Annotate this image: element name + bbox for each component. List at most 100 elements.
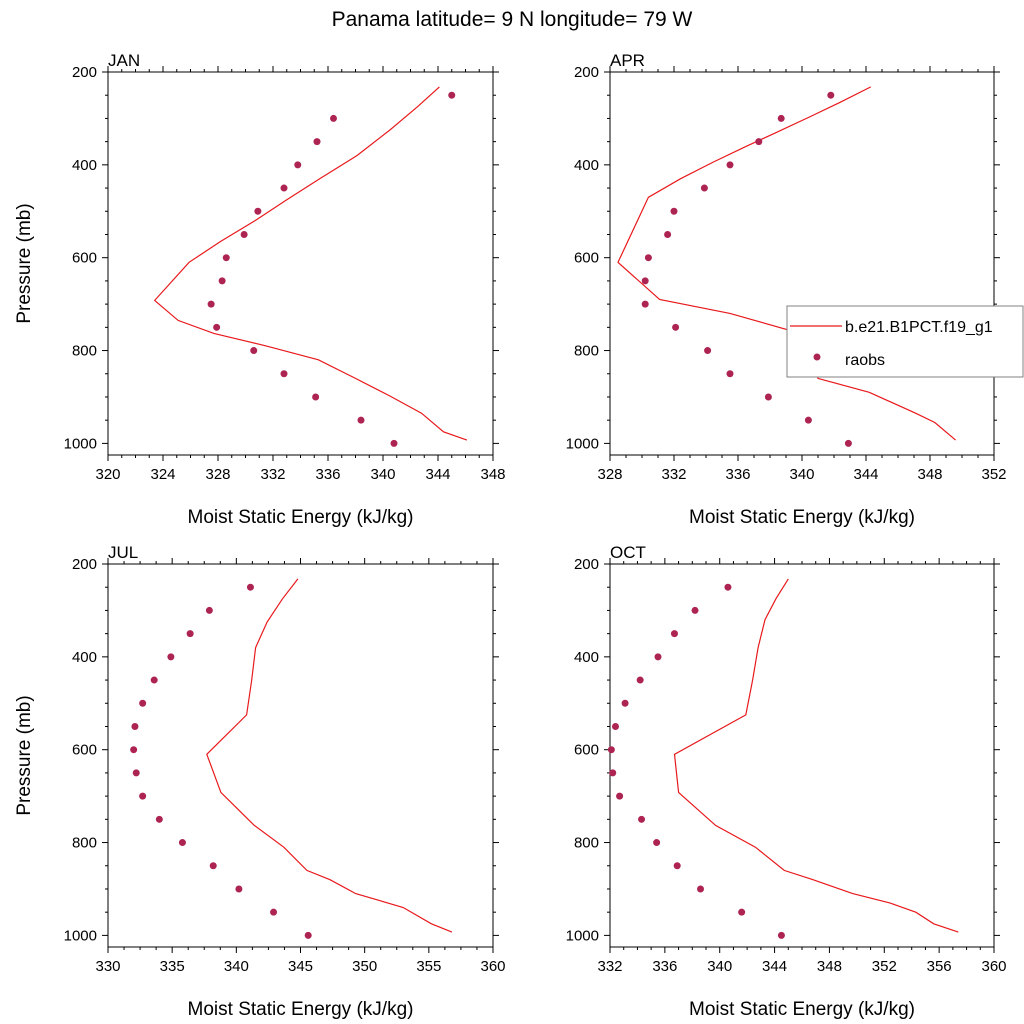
x-tick-label: 348 — [480, 466, 505, 483]
x-tick-label: 328 — [205, 466, 230, 483]
legend-dot-swatch — [813, 353, 821, 361]
panel-label: APR — [610, 51, 645, 70]
raobs-point — [150, 676, 158, 684]
plot-frame — [107, 563, 494, 948]
y-tick-label: 600 — [574, 742, 599, 759]
x-axis-label: Moist Static Energy (kJ/kg) — [188, 507, 414, 528]
x-tick-label: 336 — [315, 466, 340, 483]
x-tick-label: 340 — [370, 466, 395, 483]
raobs-point — [205, 606, 213, 614]
raobs-point — [167, 653, 175, 661]
y-axis-label: Pressure (mb) — [14, 695, 35, 815]
raobs-point — [636, 676, 644, 684]
x-tick-label: 332 — [661, 466, 686, 483]
x-tick-label: 336 — [652, 958, 677, 975]
y-tick-label: 600 — [574, 250, 599, 267]
raobs-point — [390, 439, 398, 447]
panel-oct: OCT 332 336 340 344 348 352 356 360 200 400 600 800 1… — [566, 543, 1007, 1020]
raobs-point — [641, 277, 649, 285]
raobs-point — [280, 184, 288, 192]
x-tick-label: 320 — [95, 466, 120, 483]
raobs-point — [777, 114, 785, 122]
y-tick-label: 1000 — [64, 927, 97, 944]
x-tick-label: 340 — [707, 958, 732, 975]
x-tick-label: 360 — [480, 958, 505, 975]
y-tick-label: 1000 — [64, 435, 97, 452]
raobs-point — [294, 161, 302, 169]
x-tick-label: 348 — [817, 958, 842, 975]
x-tick-label: 344 — [425, 466, 450, 483]
x-tick-label: 324 — [150, 466, 175, 483]
model-line-series — [206, 578, 453, 933]
raobs-point — [139, 699, 147, 707]
raobs-point — [670, 207, 678, 215]
raobs-point — [207, 300, 215, 308]
y-tick-label: 200 — [574, 64, 599, 81]
x-tick-label: 356 — [927, 958, 952, 975]
figure-title: Panama latitude= 9 N longitude= 79 W — [332, 8, 693, 31]
y-axis-label: Pressure (mb) — [14, 203, 35, 323]
x-tick-label: 350 — [352, 958, 377, 975]
plot-frame — [107, 71, 494, 456]
raobs-point — [670, 630, 678, 638]
x-tick-label: 360 — [981, 958, 1006, 975]
raobs-point — [254, 207, 262, 215]
panel-jan: JAN 320 324 328 332 336 340 344 348 200 400 600 800 1… — [14, 51, 506, 528]
raobs-point — [213, 323, 221, 331]
raobs-point — [280, 370, 288, 378]
model-line-series — [673, 578, 959, 933]
raobs-point — [777, 931, 785, 939]
raobs-point — [672, 323, 680, 331]
raobs-point — [644, 254, 652, 262]
x-axis-label: Moist Static Energy (kJ/kg) — [188, 999, 414, 1020]
raobs-point — [738, 908, 746, 916]
raobs-point — [844, 439, 852, 447]
raobs-point — [691, 606, 699, 614]
panel-label: OCT — [610, 543, 646, 562]
raobs-point — [139, 792, 147, 800]
raobs-point — [222, 254, 230, 262]
x-axis-label: Moist Static Energy (kJ/kg) — [689, 999, 915, 1020]
raobs-point — [270, 908, 278, 916]
y-tick-label: 1000 — [566, 435, 599, 452]
raobs-point — [724, 583, 732, 591]
y-tick-label: 200 — [72, 556, 97, 573]
raobs-point — [448, 91, 456, 99]
panel-jul: JUL 330 335 340 345 350 355 360 200 400 600 800 1000… — [14, 543, 506, 1020]
x-tick-label: 335 — [160, 958, 185, 975]
x-tick-label: 352 — [872, 958, 897, 975]
y-tick-label: 400 — [574, 157, 599, 174]
raobs-point — [700, 184, 708, 192]
x-tick-label: 328 — [597, 466, 622, 483]
x-tick-label: 336 — [725, 466, 750, 483]
raobs-point — [638, 815, 646, 823]
panels: JAN 320 324 328 332 336 340 344 348 200 400 600 800 1… — [14, 51, 1007, 1020]
raobs-point — [132, 769, 140, 777]
raobs-point — [616, 792, 624, 800]
raobs-point — [764, 393, 772, 401]
raobs-point — [235, 885, 243, 893]
raobs-point — [611, 722, 619, 730]
raobs-point — [704, 347, 712, 355]
panel-apr: APR 328 332 336 340 344 348 352 200 400 600 800 1000… — [566, 51, 1007, 528]
x-tick-label: 344 — [853, 466, 878, 483]
x-tick-label: 352 — [981, 466, 1006, 483]
panel-label: JUL — [108, 543, 138, 562]
raobs-point — [726, 370, 734, 378]
raobs-point — [312, 393, 320, 401]
x-axis-label: Moist Static Energy (kJ/kg) — [689, 507, 915, 528]
y-tick-label: 200 — [574, 556, 599, 573]
raobs-point — [330, 114, 337, 122]
x-tick-label: 340 — [789, 466, 814, 483]
y-tick-label: 400 — [72, 649, 97, 666]
plot-frame — [609, 563, 995, 948]
y-tick-label: 1000 — [566, 927, 599, 944]
raobs-point — [218, 277, 226, 285]
legend-model-label: b.e21.B1PCT.f19_g1 — [845, 319, 993, 336]
x-tick-label: 348 — [917, 466, 942, 483]
y-tick-label: 800 — [72, 835, 97, 852]
raobs-point — [186, 630, 194, 638]
y-tick-label: 800 — [574, 343, 599, 360]
